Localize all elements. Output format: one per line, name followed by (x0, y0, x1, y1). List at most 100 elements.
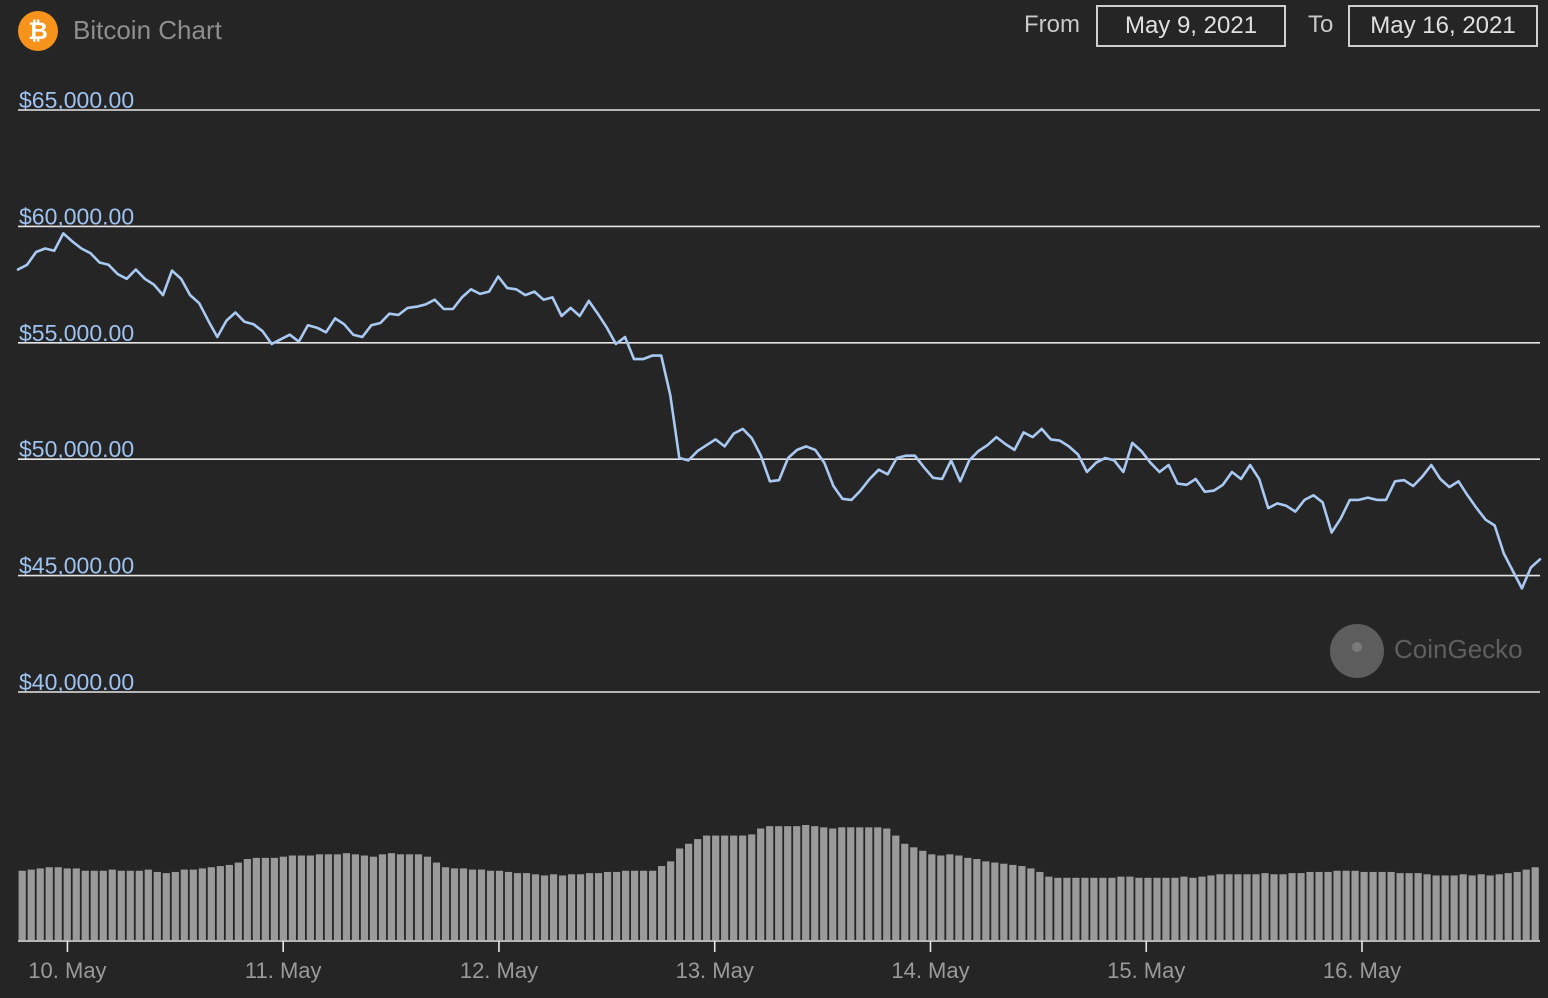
volume-bar (937, 855, 945, 940)
volume-bar (1243, 874, 1251, 940)
volume-bar (1351, 870, 1359, 940)
volume-bar (1522, 869, 1530, 940)
volume-bar (378, 854, 387, 940)
volume-bar (432, 862, 441, 940)
volume-bars (18, 825, 1539, 940)
y-tick-label: $40,000.00 (19, 669, 134, 695)
volume-bar (36, 868, 44, 940)
volume-bar (703, 835, 711, 940)
from-label: From (1024, 11, 1080, 38)
volume-bar (1009, 864, 1017, 940)
volume-bar (216, 866, 224, 940)
volume-bar (252, 857, 260, 940)
volume-bar (162, 873, 170, 940)
volume-bar (351, 854, 360, 940)
volume-bar (1162, 877, 1170, 940)
volume-bar (631, 870, 639, 940)
volume-bar (829, 828, 837, 940)
volume-bar (1477, 874, 1485, 940)
volume-bar (90, 870, 98, 940)
volume-bar (1153, 877, 1161, 940)
volume-bar (1207, 875, 1215, 940)
volume-bar (27, 869, 35, 940)
volume-bar (694, 839, 702, 940)
volume-bar (1180, 876, 1188, 940)
volume-bar (1108, 877, 1116, 940)
volume-bar (1027, 868, 1035, 940)
volume-bar (1369, 871, 1377, 940)
x-tick-label: 13. May (676, 958, 754, 983)
volume-bar (549, 874, 558, 940)
volume-bar (63, 868, 71, 940)
volume-bar (1405, 873, 1413, 940)
volume-bar (748, 834, 756, 940)
y-axis-labels: $65,000.00 $60,000.00 $55,000.00 $50,000.00… (19, 87, 134, 695)
volume-bar (297, 855, 305, 940)
volume-bar (667, 861, 675, 940)
volume-bar (504, 871, 513, 940)
bitcoin-logo-icon: ₿ (18, 11, 58, 51)
volume-bar (856, 827, 864, 940)
volume-bar (594, 873, 603, 940)
volume-bar (1099, 877, 1107, 940)
volume-bar (1441, 875, 1449, 940)
volume-bar (1513, 871, 1521, 940)
x-tick-label: 14. May (891, 958, 969, 983)
volume-bar (775, 826, 783, 940)
to-date-input[interactable]: May 16, 2021 (1348, 5, 1538, 47)
x-tick-label: 12. May (460, 958, 538, 983)
y-tick-label: $65,000.00 (19, 87, 134, 113)
price-line (16, 232, 1542, 590)
volume-bar (1360, 871, 1368, 940)
volume-bar (712, 835, 720, 940)
volume-bar (1270, 874, 1278, 940)
volume-bar (486, 870, 495, 940)
volume-bar (1531, 867, 1539, 940)
volume-bar (1432, 875, 1440, 940)
volume-bar (883, 828, 891, 940)
volume-bar (279, 856, 287, 940)
volume-bar (1198, 876, 1206, 940)
volume-bar (1126, 876, 1134, 940)
volume-bar (18, 870, 26, 940)
volume-bar (567, 874, 576, 940)
volume-bar (847, 827, 855, 940)
y-tick-label: $55,000.00 (19, 320, 134, 346)
volume-bar (1225, 874, 1233, 940)
volume-bar (387, 853, 396, 940)
y-tick-label: $45,000.00 (19, 553, 134, 579)
volume-bar (477, 869, 486, 940)
volume-bar (901, 843, 909, 940)
volume-bar (1045, 876, 1053, 940)
volume-bar (54, 867, 62, 940)
volume-bar (324, 854, 333, 940)
volume-bar (1396, 873, 1404, 940)
volume-bar (171, 871, 179, 940)
volume-bar (261, 857, 269, 940)
volume-bar (1252, 874, 1260, 940)
x-tick-label: 10. May (28, 958, 106, 983)
volume-bar (396, 854, 405, 940)
coingecko-logo-icon (1330, 624, 1384, 678)
y-tick-label: $50,000.00 (19, 436, 134, 462)
volume-bar (270, 857, 278, 940)
volume-bar (739, 835, 747, 940)
volume-bar (1333, 870, 1341, 940)
volume-bar (1072, 877, 1080, 940)
volume-bar (495, 870, 504, 940)
volume-bar (468, 869, 477, 940)
volume-bar (1000, 863, 1008, 940)
volume-bar (450, 868, 459, 940)
volume-bar (414, 854, 423, 940)
volume-bar (1378, 871, 1386, 940)
volume-bar (1036, 871, 1044, 940)
volume-bar (1504, 873, 1512, 940)
from-date-input[interactable]: May 9, 2021 (1096, 5, 1286, 47)
volume-bar (315, 854, 324, 940)
volume-bar (910, 847, 918, 940)
volume-bar (1324, 871, 1332, 940)
coingecko-watermark: CoinGecko (1330, 624, 1535, 678)
volume-bar (531, 874, 540, 940)
volume-bar (612, 871, 621, 940)
